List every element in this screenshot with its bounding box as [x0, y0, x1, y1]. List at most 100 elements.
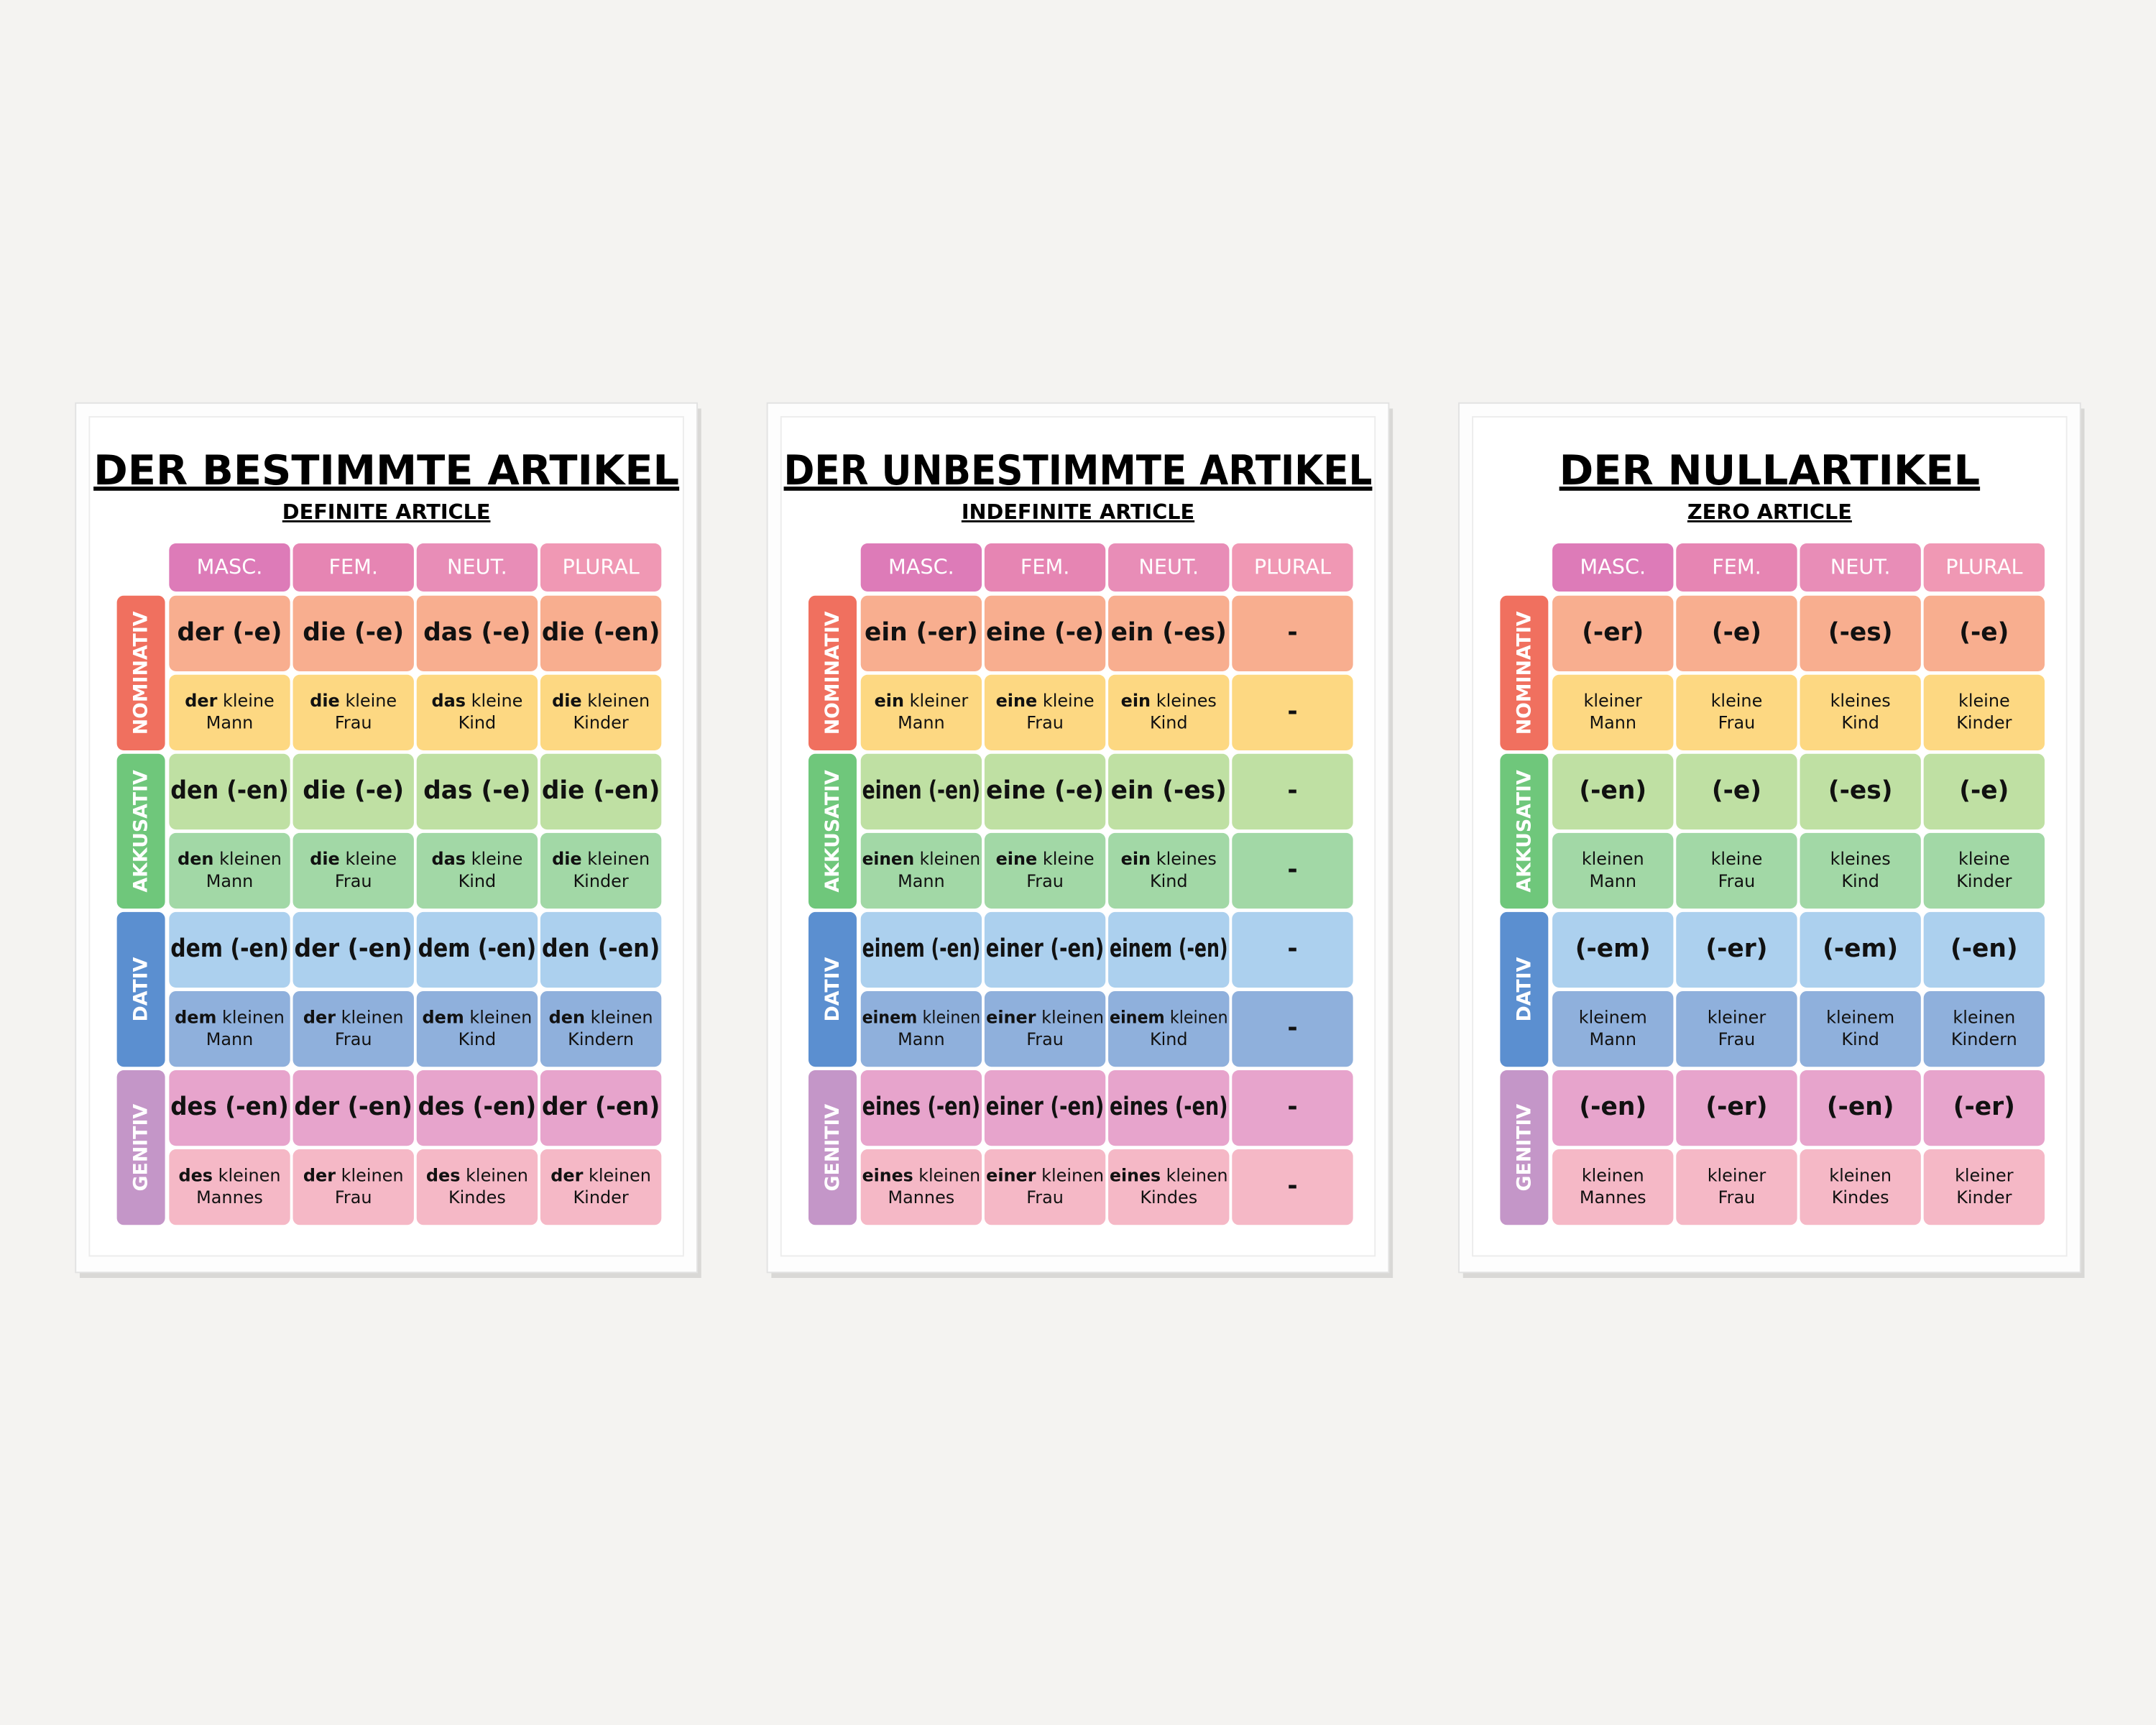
example-noun: Frau: [1026, 1029, 1064, 1049]
form: (-es): [1828, 776, 1893, 805]
example-line: einemkleinen: [862, 1007, 981, 1027]
example-noun: Mann: [1589, 871, 1636, 891]
example-cell: [1552, 1149, 1674, 1225]
column-header: NEUT.: [447, 554, 507, 579]
example-article: ein: [875, 691, 904, 711]
example-adjective: kleiner: [1955, 1165, 2014, 1185]
example-cell: [416, 674, 538, 751]
example-noun: Kindern: [568, 1029, 634, 1049]
example-adjective: kleinen: [587, 849, 650, 869]
column-header-bg: [416, 543, 538, 592]
example-cell: [1800, 990, 1921, 1067]
case-label: GENITIV: [130, 1104, 152, 1192]
example-cell: [292, 990, 414, 1067]
example-adjective: kleine: [1711, 849, 1763, 869]
example-noun: Kinder: [1956, 713, 2012, 733]
form: ein (-er): [865, 618, 978, 647]
example-article: der: [185, 691, 217, 711]
example-article: einer: [986, 1007, 1036, 1027]
form: der (-en): [294, 1092, 413, 1121]
form: die (-en): [542, 618, 660, 647]
form: (-en): [1579, 776, 1646, 805]
form-cell: [416, 753, 538, 830]
form-cell: [984, 911, 1106, 988]
column-header: PLURAL: [1254, 554, 1331, 579]
example-article: einem: [862, 1007, 918, 1027]
example-line: kleiner: [1708, 1007, 1766, 1027]
case-label: DATIV: [130, 957, 152, 1021]
form: einem (-en): [862, 934, 981, 963]
form: ein (-es): [1111, 618, 1227, 647]
case-label-bg: [808, 595, 857, 751]
example-noun: Kind: [1150, 1029, 1188, 1049]
column-header-bg: [1923, 543, 2045, 592]
form-cell: [292, 753, 414, 830]
example-noun: Frau: [335, 871, 372, 891]
example-line: kleine: [1711, 691, 1763, 711]
example-noun: Kinder: [573, 871, 629, 891]
example-noun: Kindes: [448, 1187, 506, 1208]
example-adjective: kleinen: [222, 1007, 285, 1027]
example-adjective: kleinen: [1166, 1165, 1228, 1185]
form: der (-e): [177, 618, 282, 647]
example-noun: Kind: [1150, 871, 1188, 891]
poster-subtitle: INDEFINITE ARTICLE: [962, 500, 1194, 524]
form: eines (-en): [1110, 1092, 1228, 1121]
form-cell: [416, 911, 538, 988]
form-cell: [860, 911, 982, 988]
example-adjective: kleinen: [587, 691, 650, 711]
poster: DER BESTIMMTE ARTIKEL DEFINITE ARTICLE MAS…: [75, 402, 701, 1278]
example-article: ein: [1121, 849, 1151, 869]
example-line: einer kleinen: [986, 1007, 1104, 1027]
example-line: der kleinen: [303, 1007, 404, 1027]
example-cell: [169, 990, 290, 1067]
example-article: eine: [996, 849, 1038, 869]
example-line: kleinen: [1582, 849, 1644, 869]
column-header-bg: [1108, 543, 1230, 592]
form: -: [1287, 618, 1297, 647]
example-line: einemkleinen: [1110, 1007, 1228, 1027]
form-cell: [1800, 753, 1921, 830]
example-line: der kleinen: [550, 1165, 651, 1185]
example-line: kleiner: [1584, 691, 1643, 711]
example-cell: [1923, 832, 2045, 909]
form: des (-en): [418, 1092, 537, 1121]
example-adjective: kleine: [1958, 691, 2010, 711]
example-noun: Mann: [898, 1029, 945, 1049]
form-cell: [984, 1070, 1106, 1146]
column-header: FEM.: [1712, 554, 1761, 579]
example-line: eines kleinen: [862, 1165, 981, 1185]
example-cell: [1800, 1149, 1921, 1225]
column-header-bg: [169, 543, 290, 592]
form-cell: [1232, 595, 1353, 671]
form: den (-en): [542, 934, 660, 963]
case-label-bg: [1500, 911, 1549, 1067]
example-line: kleinen: [1582, 1165, 1644, 1185]
example-cell: [169, 674, 290, 751]
example-cell: [984, 674, 1106, 751]
form-cell: [1108, 753, 1230, 830]
example-noun: Kind: [1841, 713, 1879, 733]
example-cell: [292, 832, 414, 909]
example-adjective: kleine: [1958, 849, 2010, 869]
example-adjective: kleinen: [341, 1007, 404, 1027]
example-noun: Kinder: [573, 1187, 629, 1208]
example-cell: [1800, 832, 1921, 909]
example-adjective: kleiner: [1708, 1007, 1766, 1027]
form: den (-en): [170, 776, 289, 805]
example-noun: Frau: [1026, 871, 1064, 891]
example-cell: [860, 674, 982, 751]
column-header: MASC.: [197, 554, 263, 579]
form-cell: [169, 753, 290, 830]
example-noun: Kindes: [1140, 1187, 1197, 1208]
example-noun: Kind: [1841, 871, 1879, 891]
example-line: kleines: [1830, 691, 1891, 711]
form-cell: [1232, 753, 1353, 830]
poster-title: DER NULLARTIKEL: [1560, 446, 1980, 494]
example-adjective: kleinen: [920, 849, 980, 869]
example-line: eine kleine: [996, 849, 1095, 869]
example-article: der: [550, 1165, 583, 1185]
example-cell: [1552, 832, 1674, 909]
example-noun: Mann: [898, 713, 945, 733]
form-cell: [1923, 1070, 2045, 1146]
